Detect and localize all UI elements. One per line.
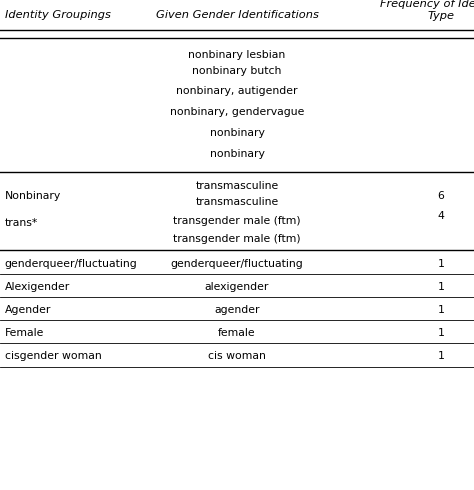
- Text: agender: agender: [214, 305, 260, 315]
- Text: 6: 6: [438, 191, 444, 201]
- Text: Given Gender Identifications: Given Gender Identifications: [155, 10, 319, 20]
- Text: 1: 1: [438, 328, 444, 338]
- Text: genderqueer/fluctuating: genderqueer/fluctuating: [171, 259, 303, 269]
- Text: cisgender woman: cisgender woman: [5, 351, 101, 361]
- Text: cis woman: cis woman: [208, 351, 266, 361]
- Text: 1: 1: [438, 305, 444, 315]
- Text: transgender male (ftm): transgender male (ftm): [173, 234, 301, 244]
- Text: nonbinary, autigender: nonbinary, autigender: [176, 86, 298, 96]
- Text: 4: 4: [438, 211, 444, 220]
- Text: 1: 1: [438, 259, 444, 269]
- Text: nonbinary, gendervague: nonbinary, gendervague: [170, 107, 304, 117]
- Text: nonbinary: nonbinary: [210, 149, 264, 159]
- Text: Female: Female: [5, 328, 44, 338]
- Text: Frequency of Identity
Type: Frequency of Identity Type: [380, 0, 474, 21]
- Text: transmasculine: transmasculine: [195, 181, 279, 191]
- Text: Agender: Agender: [5, 305, 51, 315]
- Text: 1: 1: [438, 282, 444, 292]
- Text: nonbinary lesbian: nonbinary lesbian: [188, 50, 286, 60]
- Text: 1: 1: [438, 351, 444, 361]
- Text: nonbinary butch: nonbinary butch: [192, 66, 282, 76]
- Text: alexigender: alexigender: [205, 282, 269, 292]
- Text: transgender male (ftm): transgender male (ftm): [173, 216, 301, 225]
- Text: trans*: trans*: [5, 218, 38, 228]
- Text: nonbinary: nonbinary: [210, 128, 264, 138]
- Text: transmasculine: transmasculine: [195, 197, 279, 207]
- Text: Alexigender: Alexigender: [5, 282, 70, 292]
- Text: Nonbinary: Nonbinary: [5, 191, 61, 201]
- Text: genderqueer/fluctuating: genderqueer/fluctuating: [5, 259, 137, 269]
- Text: female: female: [218, 328, 256, 338]
- Text: Identity Groupings: Identity Groupings: [5, 10, 110, 20]
